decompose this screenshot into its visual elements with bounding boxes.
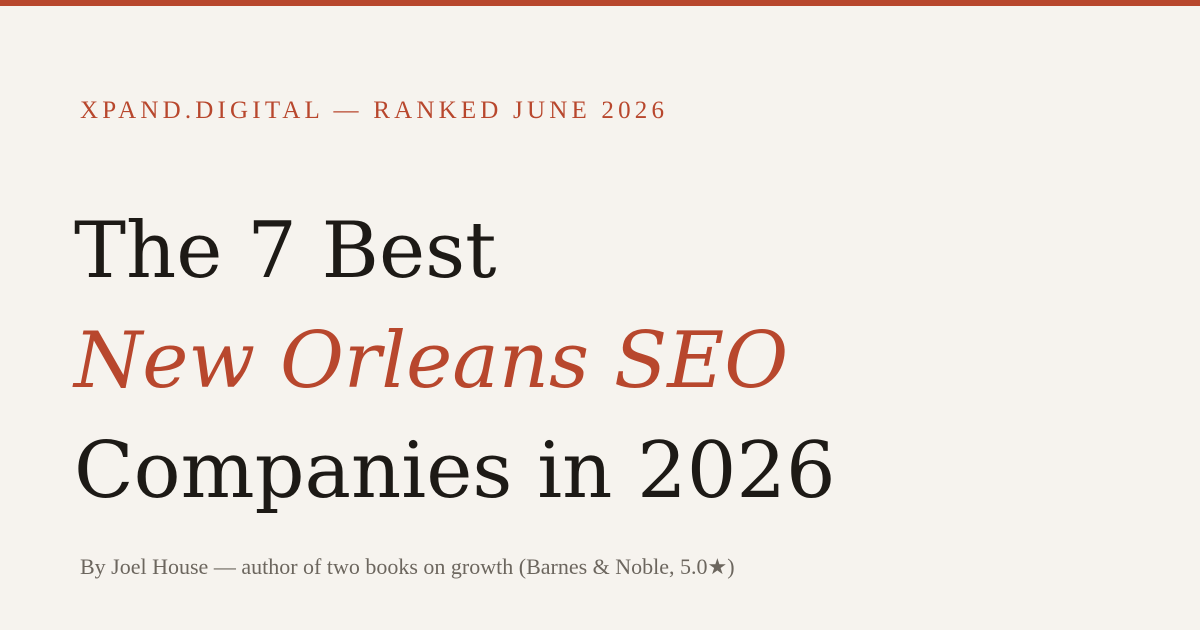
title-line-2-highlight: New Orleans SEO bbox=[74, 316, 789, 406]
author-byline: By Joel House — author of two books on g… bbox=[80, 554, 735, 579]
page-title: The 7 Best New Orleans SEO Companies in … bbox=[74, 196, 836, 526]
kicker: XPAND.DIGITAL — RANKED JUNE 2026 bbox=[80, 97, 669, 124]
top-accent-bar bbox=[0, 0, 1200, 6]
title-line-3: Companies in 2026 bbox=[74, 426, 836, 516]
title-line-1: The 7 Best bbox=[74, 206, 497, 296]
